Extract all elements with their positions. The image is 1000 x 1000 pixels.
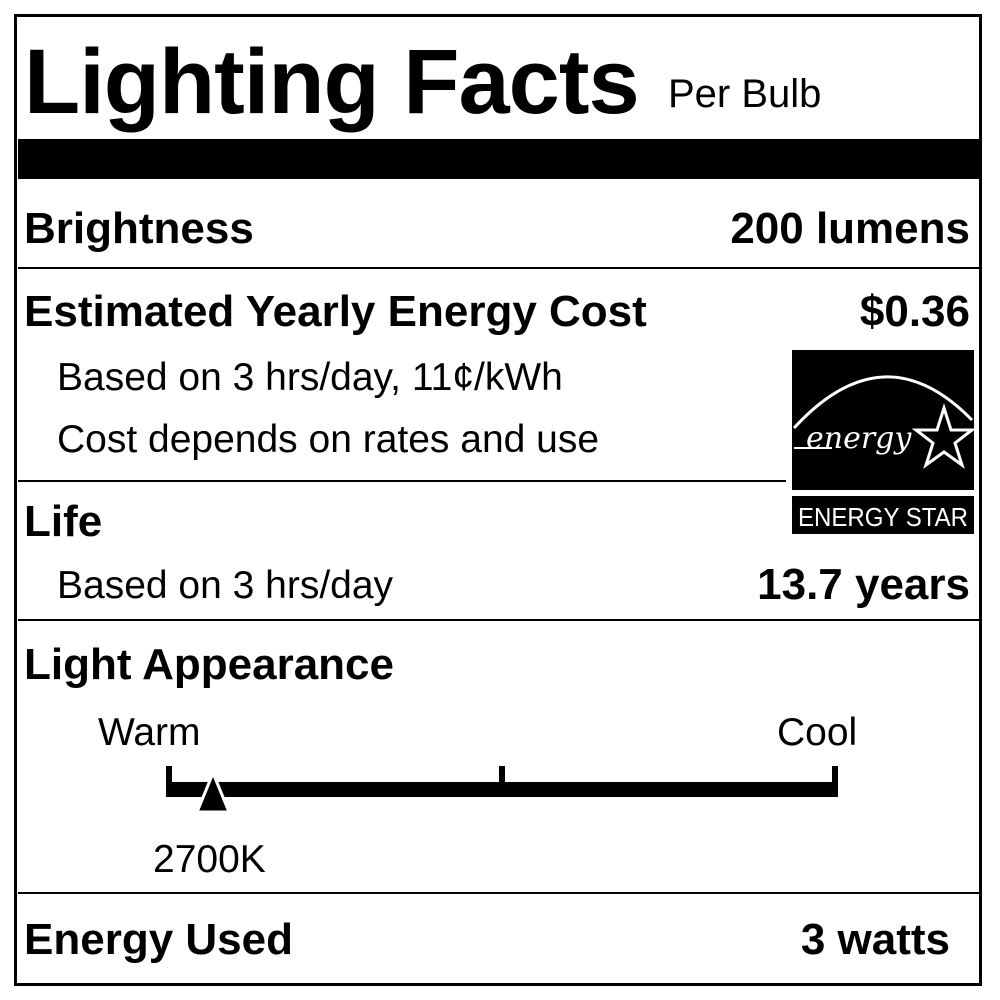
energy-star-label: ENERGY STAR [798, 502, 968, 532]
life-label: Life [24, 497, 103, 546]
energy-used-label: Energy Used [24, 915, 293, 964]
life-note: Based on 3 hrs/day [57, 564, 394, 607]
energy-star-logo: energy ENERGY STAR [792, 350, 977, 541]
label-subtitle: Per Bulb [668, 72, 822, 116]
brightness-label: Brightness [24, 204, 254, 253]
energy-used-value: 3 watts [800, 915, 950, 964]
energy-star-icon: energy ENERGY STAR [792, 350, 977, 534]
warm-label: Warm [98, 711, 201, 754]
svg-text:energy: energy [806, 421, 912, 456]
divider [18, 267, 980, 269]
color-temperature-value: 2700K [153, 838, 266, 881]
label-frame [14, 14, 982, 986]
divider [18, 619, 980, 621]
divider [18, 892, 980, 894]
energy-cost-label: Estimated Yearly Energy Cost [24, 287, 647, 336]
energy-cost-value: $0.36 [859, 287, 970, 336]
divider [18, 480, 786, 482]
life-value: 13.7 years [757, 560, 970, 609]
cool-label: Cool [777, 711, 858, 754]
energy-cost-note: Based on 3 hrs/day, 11¢/kWh [57, 356, 563, 399]
light-appearance-label: Light Appearance [24, 640, 394, 689]
energy-cost-note: Cost depends on rates and use [57, 418, 600, 461]
brightness-value: 200 lumens [730, 204, 970, 253]
header-bar [18, 139, 980, 179]
label-title: Lighting Facts [24, 31, 640, 133]
